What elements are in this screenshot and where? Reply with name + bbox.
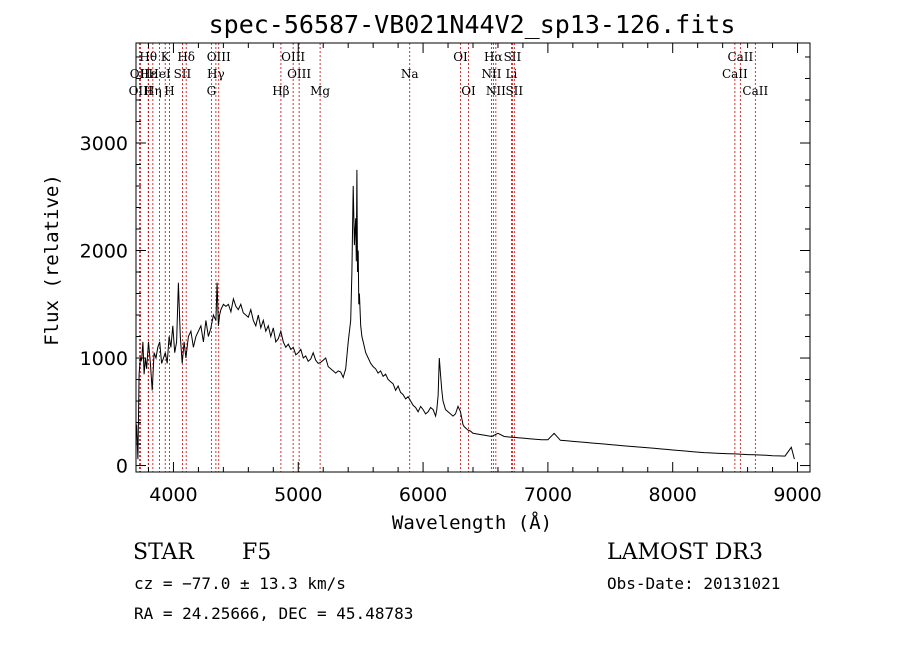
class-text: STAR bbox=[133, 540, 194, 565]
line-label-3: Hε bbox=[140, 67, 157, 81]
x-tick-label-5: 9000 bbox=[773, 484, 821, 506]
line-label-16: Mg bbox=[310, 84, 330, 98]
line-label-14: OIII bbox=[287, 67, 311, 81]
line-label-15: Hβ bbox=[272, 84, 289, 98]
line-label-22: NII bbox=[481, 67, 501, 81]
x-tick-label-3: 7000 bbox=[524, 484, 572, 506]
axis-ticks: 4000 5000 6000 7000 8000 9000 0 1000 2000 3000 bbox=[80, 43, 822, 506]
line-label-23: Li bbox=[506, 67, 518, 81]
line-label-1: OII bbox=[130, 67, 150, 81]
line-label-10: OIII bbox=[207, 50, 231, 64]
line-label-19: OI bbox=[461, 84, 476, 98]
line-label-2: OIII bbox=[129, 84, 153, 98]
object-class: STAR bbox=[133, 540, 194, 565]
plot-frame bbox=[135, 42, 811, 473]
line-label-20: Hα bbox=[484, 50, 503, 64]
line-label-25: SII bbox=[505, 84, 523, 98]
chart-title: spec-56587-VB021N44V2_sp13-126.fits bbox=[209, 10, 736, 39]
redshift-readout: cz = −77.0 ± 13.3 km/s bbox=[134, 574, 346, 593]
subclass-text: F5 bbox=[242, 540, 272, 565]
line-label-0: Hθ bbox=[139, 50, 157, 64]
y-tick-label-0: 0 bbox=[116, 456, 128, 478]
line-label-28: CaII bbox=[742, 84, 768, 98]
line-label-21: SII bbox=[504, 50, 522, 64]
line-label-5: K bbox=[161, 50, 171, 64]
line-label-24: NII bbox=[486, 84, 506, 98]
line-label-9: Hδ bbox=[177, 50, 195, 64]
line-label-11: Hγ bbox=[207, 67, 225, 81]
x-axis-label: Wavelength (Å) bbox=[392, 511, 552, 534]
spectral-line-markers bbox=[138, 43, 756, 472]
x-tick-label-1: 5000 bbox=[274, 484, 322, 506]
y-tick-label-2: 2000 bbox=[80, 241, 128, 263]
line-label-12: G bbox=[207, 84, 217, 98]
coordinates-readout: RA = 24.25666, DEC = 45.48783 bbox=[134, 604, 414, 623]
survey-name: LAMOST DR3 bbox=[607, 540, 763, 565]
line-label-27: CaII bbox=[722, 67, 748, 81]
x-tick-label-2: 6000 bbox=[399, 484, 447, 506]
line-label-26: CaII bbox=[727, 50, 753, 64]
line-label-8: H bbox=[164, 84, 174, 98]
obs-date: Obs-Date: 20131021 bbox=[607, 574, 781, 593]
x-tick-label-4: 8000 bbox=[649, 484, 697, 506]
object-subclass: F5 bbox=[242, 540, 271, 565]
line-label-7: SII bbox=[174, 67, 192, 81]
line-label-4: Hη bbox=[144, 84, 162, 98]
line-label-18: OI bbox=[453, 50, 468, 64]
y-tick-label-1: 1000 bbox=[80, 348, 128, 370]
y-axis-label: Flux (relative) bbox=[41, 174, 63, 346]
y-tick-label-3: 3000 bbox=[80, 133, 128, 155]
line-label-17: Na bbox=[401, 67, 419, 81]
x-tick-label-0: 4000 bbox=[149, 484, 197, 506]
spectrum-line bbox=[136, 169, 795, 460]
line-label-6: HeI bbox=[148, 67, 171, 81]
line-label-13: OIII bbox=[281, 50, 305, 64]
